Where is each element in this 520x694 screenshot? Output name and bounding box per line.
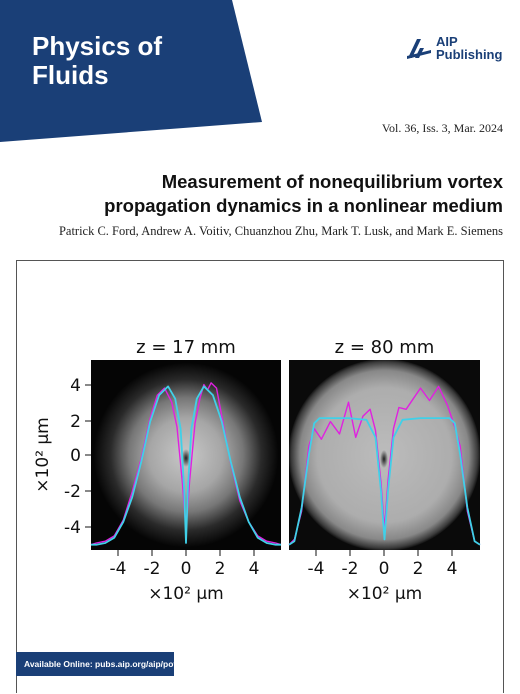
- cover-figure: z = 17 mm z = 80 mm 4 2 0 -2 -4 ×10² µm …: [16, 260, 504, 693]
- panel-right: [289, 360, 480, 550]
- x-tick-label: 4: [447, 559, 458, 579]
- issue-info: Vol. 36, Iss. 3, Mar. 2024: [381, 121, 503, 135]
- panel-right-title: z = 80 mm: [335, 337, 435, 358]
- x-tick-label: -4: [308, 559, 325, 579]
- journal-name[interactable]: Physics of Fluids: [32, 32, 162, 90]
- journal-name-line1: Physics of: [32, 31, 163, 61]
- profile-curves: [90, 382, 481, 546]
- publisher-name: AIP Publishing: [436, 35, 502, 61]
- x-tick-label: -2: [342, 559, 359, 579]
- x-axis-ticks-left: -4 -2 0 2 4: [110, 550, 260, 579]
- x-tick-label: 0: [181, 559, 192, 579]
- vortex-core-left: [181, 449, 191, 467]
- y-axis-label: ×10² µm: [33, 417, 53, 492]
- x-axis-ticks-right: -4 -2 0 2 4: [308, 550, 458, 579]
- panel-left-title: z = 17 mm: [136, 337, 236, 358]
- paper-title-line2: propagation dynamics in a nonlinear medi…: [104, 195, 503, 216]
- x-tick-label: -2: [144, 559, 161, 579]
- availability-badge[interactable]: Available Online: pubs.aip.org/aip/pof: [16, 652, 176, 676]
- publisher-line1: AIP: [436, 34, 458, 49]
- x-tick-label: 2: [215, 559, 226, 579]
- y-tick-label: 0: [70, 446, 81, 466]
- figure-plot: z = 17 mm z = 80 mm 4 2 0 -2 -4 ×10² µm …: [33, 337, 481, 604]
- x-axis-label-right: ×10² µm: [347, 584, 422, 604]
- author-list: Patrick C. Ford, Andrew A. Voitiv, Chuan…: [58, 224, 503, 238]
- y-tick-label: 2: [70, 412, 81, 432]
- journal-name-line2: Fluids: [32, 60, 109, 90]
- fit-curve-panel-1: [91, 385, 281, 546]
- fit-curve-panel-2: [288, 417, 481, 546]
- paper-title[interactable]: Measurement of nonequilibrium vortex pro…: [73, 170, 503, 218]
- x-tick-label: 0: [379, 559, 390, 579]
- y-tick-label: -4: [64, 518, 81, 538]
- x-axis-label-left: ×10² µm: [148, 584, 223, 604]
- vortex-core-right: [380, 450, 388, 468]
- journal-banner: [0, 0, 262, 142]
- y-tick-label: 4: [70, 376, 81, 396]
- x-tick-label: 4: [249, 559, 260, 579]
- publisher-line2: Publishing: [436, 47, 503, 62]
- aip-publishing-icon: [407, 39, 431, 59]
- x-tick-label: 2: [413, 559, 424, 579]
- x-tick-label: -4: [110, 559, 127, 579]
- y-tick-label: -2: [64, 482, 81, 502]
- y-axis-ticks: 4 2 0 -2 -4: [64, 376, 91, 538]
- paper-title-line1: Measurement of nonequilibrium vortex: [161, 171, 503, 192]
